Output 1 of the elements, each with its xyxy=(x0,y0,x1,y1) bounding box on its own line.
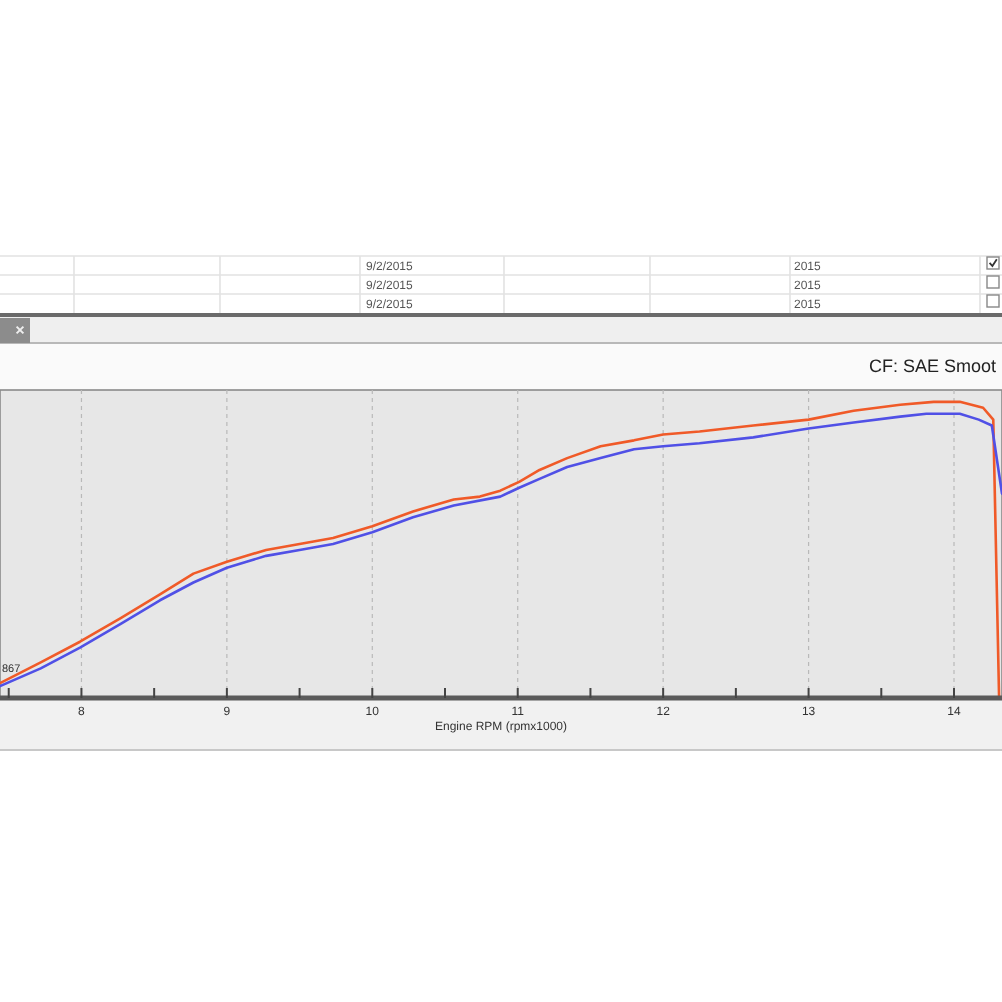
text: CF: SAE Smoot xyxy=(868,356,997,376)
